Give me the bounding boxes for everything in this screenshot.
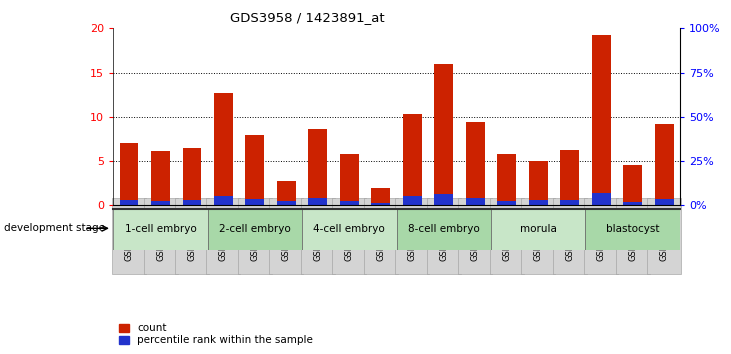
Bar	[529, 200, 548, 205]
Bar	[396, 209, 491, 250]
Bar	[214, 195, 233, 205]
Bar	[113, 209, 208, 250]
Bar	[655, 124, 673, 205]
Bar	[340, 154, 359, 205]
Bar	[151, 152, 170, 205]
Bar	[591, 34, 610, 205]
Bar	[308, 129, 327, 205]
Bar	[371, 203, 390, 205]
Text: 1-cell embryo: 1-cell embryo	[125, 224, 197, 234]
Text: 2-cell embryo: 2-cell embryo	[219, 224, 291, 234]
Bar	[246, 135, 265, 205]
Bar	[214, 93, 233, 205]
Bar	[371, 188, 390, 205]
Bar	[340, 201, 359, 205]
Text: 4-cell embryo: 4-cell embryo	[314, 224, 385, 234]
Bar	[183, 200, 202, 205]
Bar	[560, 149, 579, 205]
Bar	[246, 199, 265, 205]
Bar	[529, 161, 548, 205]
Bar	[183, 148, 202, 205]
Bar	[655, 199, 673, 205]
Bar	[277, 181, 296, 205]
Bar	[466, 198, 485, 205]
Bar	[403, 114, 422, 205]
Text: morula: morula	[520, 224, 556, 234]
Bar	[497, 201, 516, 205]
Bar	[624, 202, 642, 205]
Text: GDS3958 / 1423891_at: GDS3958 / 1423891_at	[230, 11, 385, 24]
Bar	[308, 198, 327, 205]
Bar	[434, 194, 453, 205]
Bar	[624, 166, 642, 205]
Bar	[491, 209, 586, 250]
Bar	[466, 122, 485, 205]
Bar	[497, 154, 516, 205]
Text: blastocyst: blastocyst	[606, 224, 659, 234]
Bar	[591, 193, 610, 205]
Text: 8-cell embryo: 8-cell embryo	[408, 224, 480, 234]
Bar	[120, 200, 138, 205]
Text: development stage: development stage	[4, 223, 105, 233]
Bar	[151, 200, 170, 205]
Bar	[434, 64, 453, 205]
Bar	[302, 209, 396, 250]
Bar	[120, 143, 138, 205]
Legend: count, percentile rank within the sample: count, percentile rank within the sample	[118, 323, 313, 345]
Bar	[403, 196, 422, 205]
Bar	[277, 201, 296, 205]
Bar	[560, 200, 579, 205]
Bar	[208, 209, 302, 250]
Bar	[586, 209, 680, 250]
